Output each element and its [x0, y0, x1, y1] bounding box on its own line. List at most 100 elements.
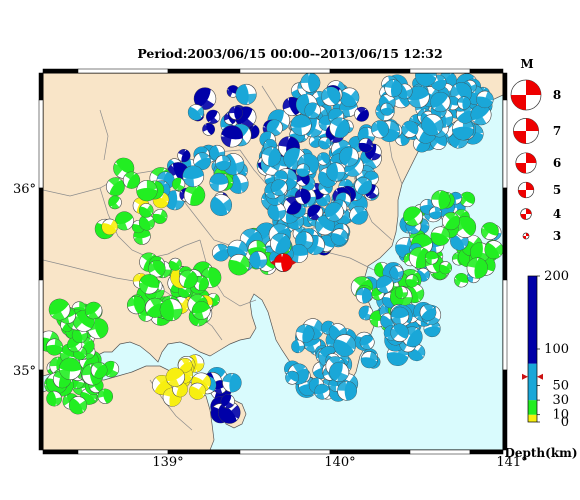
border-line — [99, 187, 201, 259]
focal-mechanism — [333, 334, 356, 357]
magnitude-legend-ball — [520, 208, 532, 220]
focal-mechanism — [46, 338, 63, 356]
focal-mechanism — [159, 298, 183, 322]
focal-mechanism — [329, 362, 350, 382]
focal-mechanism — [97, 388, 114, 404]
focal-mechanism — [431, 190, 451, 210]
focal-mechanism — [235, 83, 257, 105]
focal-mechanism — [291, 339, 305, 354]
focal-mechanism — [307, 204, 324, 221]
magnitude-legend-label: 7 — [553, 124, 561, 138]
focal-mechanism — [476, 90, 494, 109]
focal-mechanism — [106, 177, 125, 197]
focal-mechanism — [145, 297, 165, 318]
magnitude-legend-ball — [515, 152, 537, 174]
focal-mechanism — [296, 163, 311, 178]
magnitude-legend-label: 6 — [553, 156, 561, 170]
map-area[interactable] — [35, 63, 506, 450]
focal-mechanism — [466, 257, 488, 279]
depth-scale-band — [528, 276, 537, 364]
focal-mechanism — [48, 298, 71, 321]
focal-mechanism — [168, 257, 182, 271]
focal-mechanism — [480, 222, 499, 241]
focal-mechanism — [484, 240, 503, 260]
focal-mechanism — [220, 125, 243, 148]
focal-mechanism — [421, 114, 444, 136]
focal-mechanism — [354, 106, 370, 122]
map-title: Period:2003/06/15 00:00--2013/06/15 12:3… — [137, 46, 443, 61]
focal-mechanism — [122, 171, 141, 189]
focal-mechanism — [182, 165, 205, 188]
magnitude-legend: M 8 7 6 5 4 3 — [510, 57, 561, 243]
focal-mechanism — [405, 274, 419, 288]
focal-mechanism — [209, 172, 229, 192]
axis-labels: 139° 140° 141° 36° 35° — [13, 182, 528, 470]
border-line — [99, 109, 109, 161]
focal-mechanism — [283, 196, 302, 215]
focal-mechanism — [470, 104, 492, 126]
focal-mechanism — [337, 380, 358, 401]
focal-mechanism — [300, 73, 321, 93]
latitude-label: 36° — [13, 182, 36, 197]
longitude-label: 141° — [496, 455, 527, 470]
focal-mechanism — [126, 295, 146, 315]
focal-mechanism — [152, 191, 170, 209]
focal-mechanism — [177, 357, 193, 373]
depth-scale-band — [528, 414, 537, 422]
focal-mechanism — [339, 146, 359, 167]
magnitude-legend-label: 3 — [553, 229, 561, 243]
focal-mechanism — [439, 261, 452, 275]
focal-mechanism — [390, 306, 410, 325]
focal-mechanism — [452, 118, 474, 141]
focal-mechanism — [202, 122, 216, 136]
highlight-event[interactable] — [270, 253, 297, 273]
focal-mechanism — [330, 228, 348, 246]
longitude-label: 140° — [324, 455, 355, 470]
focal-mechanism — [261, 146, 282, 167]
focal-mechanism — [339, 87, 360, 108]
focal-mechanism — [165, 367, 185, 387]
focal-mechanism — [210, 194, 233, 217]
focal-mechanism — [354, 177, 373, 195]
focal-mechanism — [321, 86, 341, 107]
focal-mechanism — [101, 218, 118, 235]
focal-mechanism — [228, 254, 250, 276]
focal-mechanism — [295, 324, 315, 343]
focal-mechanism — [371, 120, 389, 139]
depth-scale-band — [528, 363, 537, 401]
focal-mechanism — [188, 382, 206, 400]
focal-mechanism — [324, 202, 344, 222]
focal-mechanism — [407, 85, 430, 109]
focal-mechanism — [249, 251, 268, 269]
focal-mechanism — [178, 269, 198, 289]
focal-mechanism — [359, 334, 375, 350]
depth-marker — [537, 373, 543, 380]
focal-mechanism — [349, 206, 368, 225]
focal-mechanism — [228, 105, 243, 120]
focal-mechanism — [294, 188, 311, 205]
focal-mechanism — [138, 203, 154, 218]
focal-mechanism — [358, 137, 374, 153]
depth-marker — [522, 373, 528, 380]
focal-mechanism — [187, 104, 205, 121]
focal-mechanism — [380, 102, 394, 116]
focal-mechanism — [390, 323, 409, 342]
focal-mechanism — [138, 214, 155, 231]
focal-mechanism — [46, 390, 62, 407]
focal-mechanism — [193, 87, 217, 110]
epicenter-marker — [270, 259, 276, 266]
focal-mechanism — [220, 394, 235, 409]
focal-mechanism — [424, 250, 439, 265]
focal-mechanism — [228, 173, 249, 194]
map-frame-ticks — [38, 68, 508, 455]
focal-mechanism — [326, 162, 346, 182]
focal-mechanism — [403, 206, 423, 227]
focal-mechanism — [389, 265, 404, 280]
depth-scale-label: 100 — [544, 342, 569, 357]
focal-mechanism — [222, 373, 242, 393]
focal-mechanism — [360, 351, 378, 369]
focal-mechanism — [270, 233, 291, 254]
highlight-beachball[interactable] — [270, 253, 297, 273]
focal-mechanism — [329, 117, 350, 138]
